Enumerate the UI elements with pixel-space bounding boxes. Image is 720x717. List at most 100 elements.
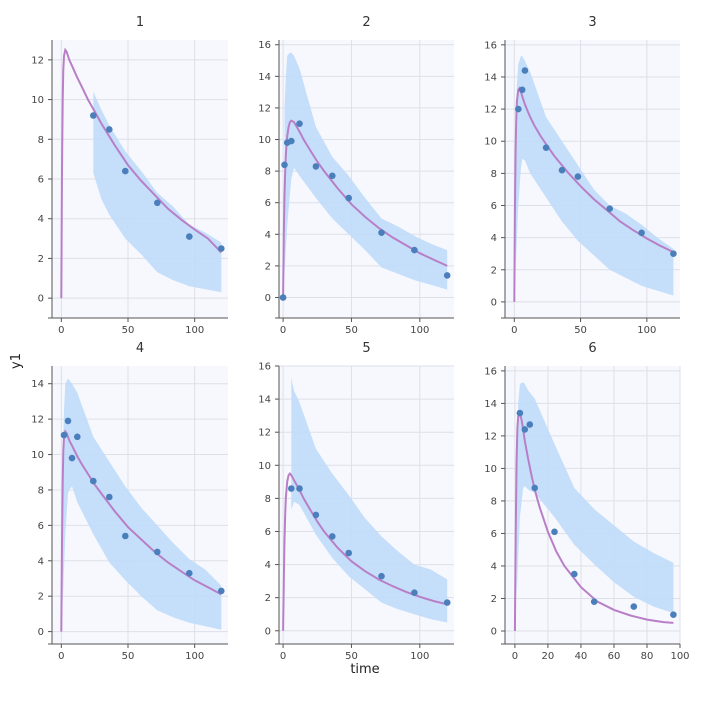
observed-point (312, 163, 320, 170)
y-tick-label: 10 (484, 137, 497, 148)
y-tick-label: 4 (38, 214, 44, 225)
observed-point (154, 199, 161, 207)
observed-point (515, 105, 522, 113)
observed-point (68, 454, 76, 462)
observed-point (74, 433, 81, 441)
y-tick-label: 4 (491, 561, 497, 572)
observed-point (60, 431, 68, 439)
observed-point (378, 572, 385, 580)
x-tick-label: 80 (641, 651, 654, 662)
observed-point (443, 272, 451, 279)
y-tick-label: 2 (38, 254, 44, 265)
observed-point (443, 599, 451, 606)
y-tick-label: 4 (38, 556, 44, 567)
observed-point (281, 161, 288, 169)
x-tick-label: 60 (608, 651, 621, 662)
y-tick-label: 14 (258, 72, 271, 83)
observed-point (288, 485, 295, 492)
y-tick-label: 2 (265, 593, 271, 604)
observed-point (90, 477, 97, 485)
panel-5: 0 2 4 6 8 10 12 14 16 0 50 100 5 (258, 341, 454, 662)
panel-title: 5 (362, 341, 370, 356)
panel-1: 0 2 4 6 8 10 12 0 50 100 1 (31, 15, 228, 336)
fitted-curve (60, 47, 223, 299)
y-tick-label: 12 (31, 415, 44, 426)
observed-point (106, 126, 113, 133)
y-tick-label: 12 (31, 55, 44, 66)
y-tick-label: 6 (265, 198, 271, 209)
x-tick-label: 100 (410, 651, 429, 662)
x-axis-title: time (350, 662, 379, 677)
panel-title: 2 (362, 15, 370, 30)
y-tick-label: 4 (265, 230, 271, 241)
y-tick-label: 0 (491, 626, 497, 637)
x-tick-label: 0 (280, 651, 286, 662)
y-tick-label: 14 (484, 399, 497, 410)
fitted-curve (282, 119, 448, 298)
y-tick-label: 0 (491, 297, 497, 308)
observed-point (571, 570, 578, 578)
y-tick-label: 2 (491, 265, 497, 276)
x-tick-label: 100 (637, 325, 656, 336)
y-tick-label: 8 (491, 496, 497, 507)
y-tick-label: 6 (491, 201, 497, 212)
observed-point (122, 167, 129, 175)
observed-point (551, 528, 558, 536)
observed-point (345, 194, 353, 202)
x-tick-label: 0 (58, 325, 64, 336)
y-tick-label: 16 (258, 362, 271, 373)
y-tick-label: 2 (38, 592, 44, 603)
y-tick-label: 14 (31, 379, 44, 390)
panel-title: 4 (136, 341, 144, 356)
prediction-band (516, 382, 674, 614)
observed-point (154, 548, 161, 556)
x-tick-label: 50 (345, 651, 358, 662)
y-tick-label: 2 (265, 261, 271, 272)
y-tick-label: 0 (265, 626, 271, 637)
panel-3: 0 2 4 6 8 10 12 14 16 0 50 100 3 (484, 15, 680, 336)
y-tick-label: 12 (258, 428, 271, 439)
x-tick-label: 100 (185, 325, 204, 336)
y-axis-title: y1 (9, 353, 24, 369)
observed-point (521, 67, 529, 74)
panel-6: 0 2 4 6 8 10 12 14 16 0 20 40 60 80 100 6 (484, 341, 689, 662)
observed-point (378, 229, 385, 236)
y-tick-label: 6 (491, 529, 497, 540)
y-tick-label: 8 (265, 167, 271, 178)
x-tick-label: 0 (512, 651, 518, 662)
y-tick-label: 14 (484, 72, 497, 83)
observed-point (345, 549, 353, 557)
observed-point (64, 417, 72, 425)
observed-point (670, 250, 677, 257)
y-tick-label: 16 (484, 366, 497, 377)
observed-point (411, 589, 418, 596)
x-tick-label: 20 (542, 651, 555, 662)
y-tick-label: 12 (258, 103, 271, 114)
y-tick-label: 6 (265, 527, 271, 538)
observed-point (329, 533, 336, 540)
observed-point (218, 587, 225, 595)
observed-point (670, 611, 677, 618)
observed-point (574, 173, 582, 180)
observed-point (411, 246, 418, 254)
prediction-band (62, 378, 222, 630)
observed-point (296, 485, 303, 492)
y-tick-label: 16 (484, 40, 497, 51)
y-tick-label: 0 (265, 293, 271, 304)
y-tick-label: 10 (258, 461, 271, 472)
observed-point (279, 294, 287, 301)
y-tick-label: 10 (258, 135, 271, 146)
panel-2: 0 2 4 6 8 10 12 14 16 0 50 100 2 (258, 15, 454, 336)
observed-point (329, 172, 336, 180)
observed-point (106, 493, 113, 501)
observed-point (122, 532, 129, 540)
y-tick-label: 12 (484, 105, 497, 116)
observed-point (312, 511, 320, 519)
observed-point (590, 598, 598, 605)
fitted-curve (513, 86, 674, 302)
observed-point (531, 484, 538, 492)
y-tick-label: 0 (38, 627, 44, 638)
x-tick-label: 100 (670, 651, 689, 662)
observed-point (526, 421, 534, 428)
y-tick-label: 8 (38, 135, 44, 146)
